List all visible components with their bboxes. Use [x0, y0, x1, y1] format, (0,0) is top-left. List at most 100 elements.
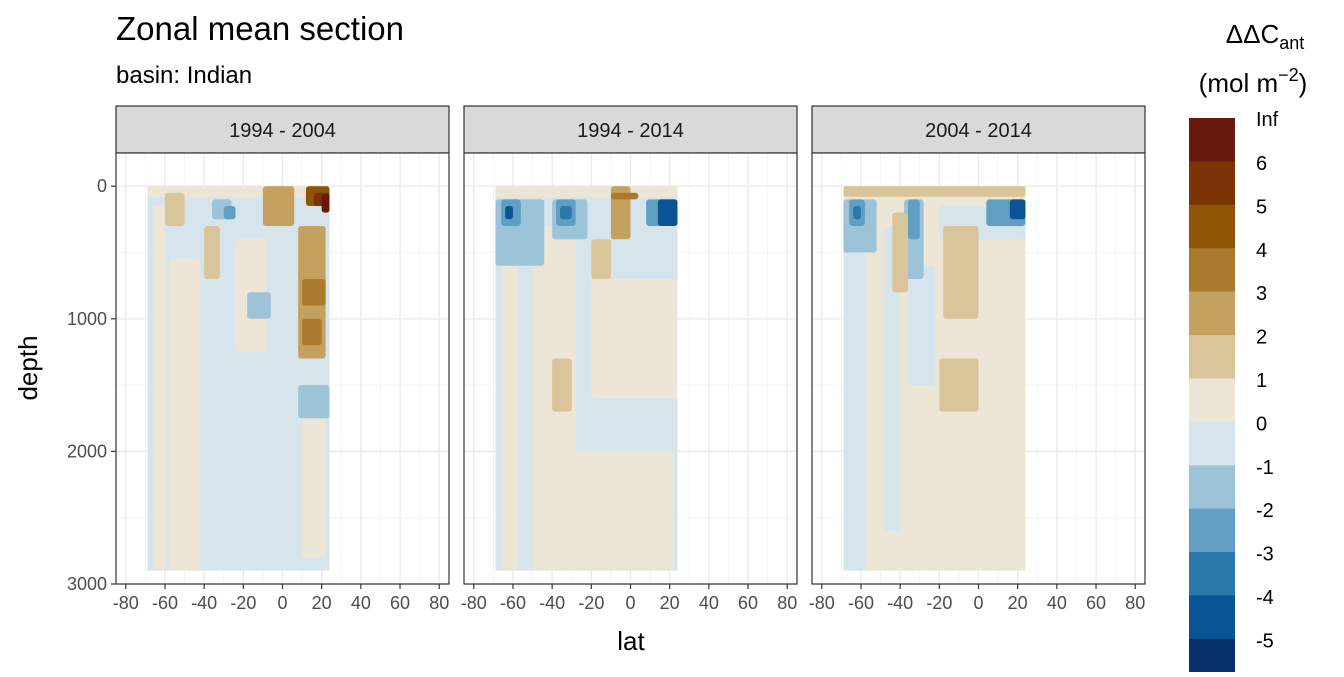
contour-region [505, 206, 513, 220]
facet-strip-label: 1994 - 2014 [577, 120, 684, 142]
legend-label: 4 [1256, 240, 1267, 262]
x-tick-label: -80 [113, 593, 139, 613]
legend-label: -4 [1256, 587, 1274, 609]
facet-panel: 2004 - 2014 [811, 105, 1146, 585]
contour-region [204, 225, 220, 279]
contour-region [501, 225, 517, 571]
contour-region [552, 358, 572, 412]
contour-region [591, 239, 611, 279]
contour-region [302, 278, 326, 306]
legend-label: 5 [1256, 196, 1267, 218]
contour-region [298, 385, 330, 419]
legend-key [1189, 595, 1235, 640]
x-tick-label: 40 [699, 593, 719, 613]
x-tick-label: 60 [1086, 593, 1106, 613]
legend-key [1189, 638, 1235, 677]
facet-strip [811, 105, 1146, 154]
facet-strip [463, 105, 798, 154]
contour-region [907, 265, 936, 386]
contour-region [939, 358, 979, 412]
panels-layer: 1994 - 2004 1994 - 2014 2004 - 2014 [115, 105, 1146, 585]
x-tick-label: 60 [738, 593, 758, 613]
x-tick-label: -60 [848, 593, 874, 613]
legend-label: -1 [1256, 457, 1274, 479]
contour-region [495, 186, 678, 197]
y-tick-label: 1000 [67, 309, 107, 329]
y-axis-title: depth [13, 335, 43, 400]
facet-panel: 1994 - 2004 [115, 105, 450, 585]
x-tick-label: 40 [1047, 593, 1067, 613]
contour-region [853, 206, 861, 220]
legend-unit-close: ) [1299, 68, 1308, 98]
contour-region [321, 194, 330, 213]
x-tick-label: -80 [461, 593, 487, 613]
facet-strip-label: 1994 - 2004 [229, 120, 336, 142]
x-axis-title: lat [617, 626, 645, 656]
legend-title-main: ΔΔC [1226, 19, 1280, 49]
facet-panel: 1994 - 2014 [463, 105, 798, 585]
contour-region [1009, 199, 1026, 220]
legend-label: -5 [1256, 630, 1274, 652]
x-tick-label: -40 [887, 593, 913, 613]
x-tick-label: 0 [277, 593, 287, 613]
x-tick-label: 40 [351, 593, 371, 613]
legend-label: 1 [1256, 370, 1267, 392]
legend-key [1189, 161, 1235, 206]
legend-key [1189, 204, 1235, 249]
legend-title-sub: ant [1279, 33, 1304, 53]
contour-region [571, 451, 674, 571]
legend-key [1189, 335, 1235, 379]
legend-key [1189, 421, 1235, 466]
contour-region [884, 225, 901, 531]
legend-label: 3 [1256, 283, 1267, 305]
legend-unit-sup: −2 [1278, 65, 1299, 85]
legend: ΔΔCant (mol m−2) Inf 6 5 4 3 2 1 0 -1 -2 -3 -4 -5 [1189, 19, 1308, 677]
x-tick-label: -20 [926, 593, 952, 613]
legend-key [1189, 291, 1235, 336]
contour-region [943, 225, 979, 319]
legend-key [1189, 465, 1235, 510]
x-tick-label: -80 [809, 593, 835, 613]
legend-key [1189, 552, 1235, 596]
x-tick-label: 0 [625, 593, 635, 613]
legend-key [1189, 248, 1235, 293]
y-tick-label: 3000 [67, 574, 107, 594]
contour-region [657, 199, 678, 226]
contour-region [302, 318, 322, 346]
y-tick-label: 0 [97, 176, 107, 196]
x-tick-label: 20 [312, 593, 332, 613]
x-tick-label: 80 [1125, 593, 1145, 613]
legend-keys: Inf 6 5 4 3 2 1 0 -1 -2 -3 -4 -5 [1189, 109, 1279, 677]
x-tick-label: -60 [500, 593, 526, 613]
contour-region [223, 206, 236, 220]
x-tick-label: 20 [660, 593, 680, 613]
legend-label: -3 [1256, 544, 1274, 566]
chart-title: Zonal mean section [116, 10, 404, 47]
x-tick-label: -20 [230, 593, 256, 613]
contour-field [147, 186, 330, 571]
legend-label: 0 [1256, 413, 1267, 435]
contour-region [262, 186, 295, 226]
facet-strip [115, 105, 450, 154]
contour-region [610, 192, 639, 200]
contour-region [164, 192, 185, 226]
x-tick-label: -40 [539, 593, 565, 613]
x-tick-label: -60 [152, 593, 178, 613]
contour-region [247, 292, 271, 319]
contour-region [302, 385, 326, 558]
contour-region [843, 225, 865, 571]
x-tick-label: 60 [390, 593, 410, 613]
x-tick-label: -20 [578, 593, 604, 613]
x-tick-label: 20 [1008, 593, 1028, 613]
contour-region [892, 212, 908, 293]
legend-key [1189, 508, 1235, 553]
contour-region [559, 206, 572, 220]
facet-strip-label: 2004 - 2014 [925, 120, 1032, 142]
legend-unit: (mol m−2) [1199, 65, 1308, 98]
legend-label: -2 [1256, 500, 1274, 522]
contour-field [843, 186, 1026, 571]
contour-region [843, 186, 1026, 197]
